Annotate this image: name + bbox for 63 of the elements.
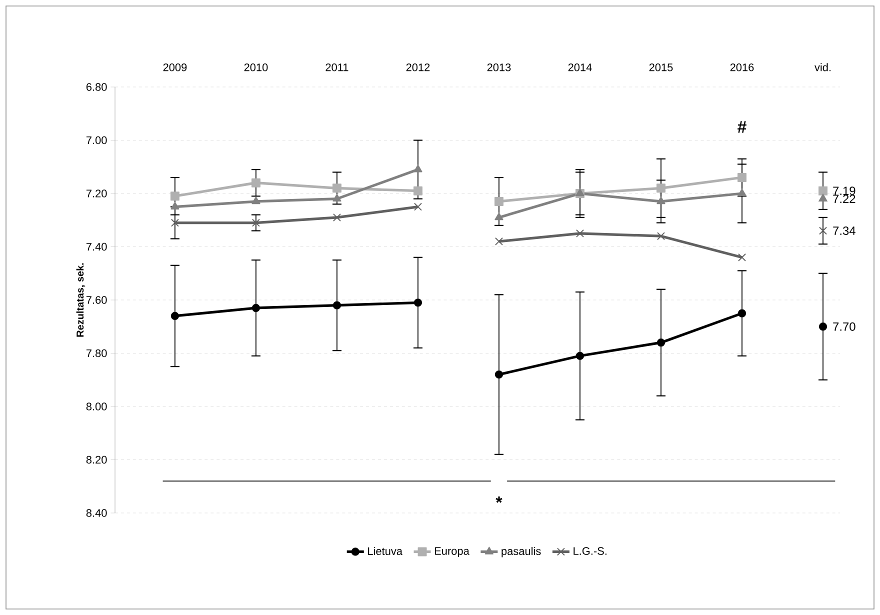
point [252,304,260,312]
x-tick-label: 2016 [730,63,754,72]
y-tick-label: 7.60 [86,296,107,304]
legend-label: Europa [434,547,470,558]
data-label: 7.19 [833,186,856,196]
point [252,196,260,204]
point [170,192,180,201]
x-tick-label: 2010 [244,63,268,72]
point [656,338,666,347]
legend-label: L.G.-S. [574,547,606,555]
y-tick-label: 7.40 [86,242,107,251]
y-tick-label: 7.20 [86,190,107,198]
point [414,202,422,211]
legend-label: pasaulis [502,547,541,558]
point [332,213,341,222]
point [818,322,828,331]
data-label: 7.34 [833,226,856,235]
point [738,173,746,182]
point [170,218,179,227]
annotation: * [496,496,502,503]
point [332,194,342,202]
x-tick-label: 2014 [568,63,592,72]
point [252,218,260,227]
data-label: 7.70 [833,322,856,331]
x-tick-label: vid. [814,63,831,72]
x-tick-label: 2012 [406,63,430,72]
point [738,253,746,262]
x-tick-label: 2013 [487,63,511,72]
y-tick-label: 8.00 [86,402,107,410]
point [494,196,504,206]
point [414,298,422,307]
point [818,186,828,196]
y-tick-label: 7.80 [86,349,107,358]
point [656,232,666,240]
y-axis-title: Rezultatas, sek. [76,263,86,337]
point [818,194,828,202]
y-tick-label: 6.80 [86,83,107,91]
point [332,184,342,193]
point [576,229,584,238]
point [332,301,342,310]
y-tick-label: 7.00 [86,136,107,144]
point [818,226,828,235]
point [576,352,584,360]
point [738,188,746,196]
y-tick-label: 8.40 [86,509,107,517]
x-tick-label: 2011 [326,63,348,72]
y-tick-label: 8.20 [86,456,107,464]
point [494,370,504,379]
data-label: 7.22 [833,194,856,203]
annotation: # [738,121,746,133]
legend-label: Lietuva [368,547,402,556]
point [170,312,180,320]
x-tick-label: 2009 [163,63,187,72]
point [413,186,422,196]
point [170,202,180,210]
point [656,184,666,193]
point [251,178,260,188]
point [494,212,504,220]
point [656,196,666,204]
point [414,164,422,172]
point [494,237,503,246]
point [738,309,746,318]
x-tick-label: 2015 [649,63,673,72]
